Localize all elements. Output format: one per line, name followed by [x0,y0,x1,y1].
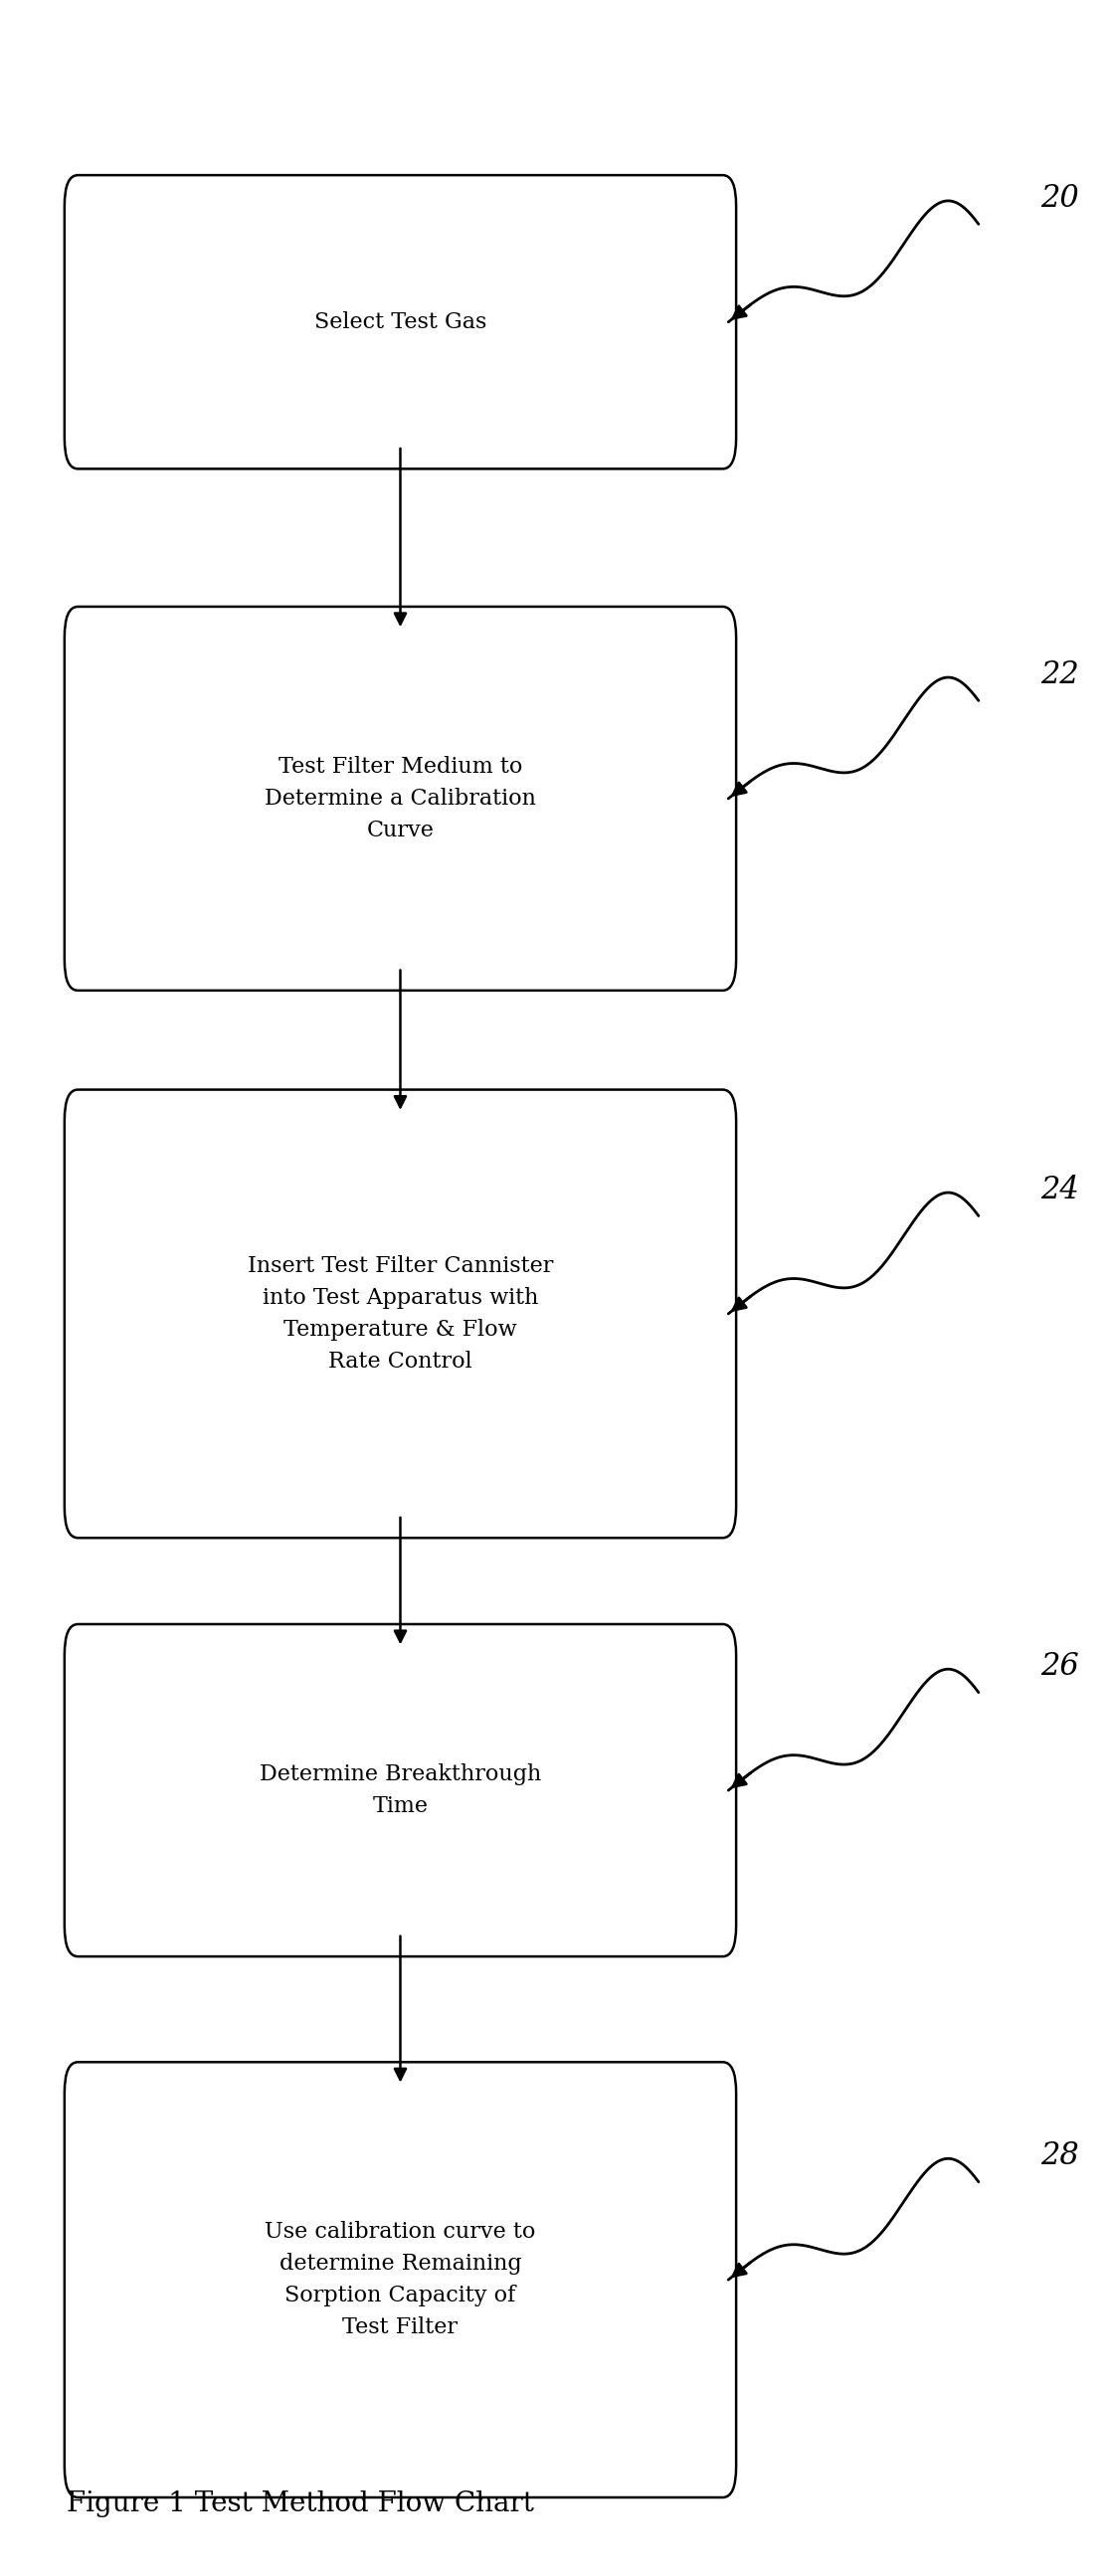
Text: Use calibration curve to
determine Remaining
Sorption Capacity of
Test Filter: Use calibration curve to determine Remai… [265,2221,536,2339]
Text: Select Test Gas: Select Test Gas [314,312,487,332]
FancyBboxPatch shape [64,2061,736,2499]
Text: 24: 24 [1040,1175,1079,1206]
Text: 20: 20 [1040,183,1079,214]
Text: Figure 1 Test Method Flow Chart: Figure 1 Test Method Flow Chart [67,2491,534,2517]
Text: Test Filter Medium to
Determine a Calibration
Curve: Test Filter Medium to Determine a Calibr… [265,755,536,842]
FancyBboxPatch shape [64,608,736,992]
Text: Determine Breakthrough
Time: Determine Breakthrough Time [259,1765,542,1816]
Text: 22: 22 [1040,659,1079,690]
Text: 26: 26 [1040,1651,1079,1682]
FancyBboxPatch shape [64,1625,736,1958]
Text: Insert Test Filter Cannister
into Test Apparatus with
Temperature & Flow
Rate Co: Insert Test Filter Cannister into Test A… [248,1255,553,1373]
FancyBboxPatch shape [64,1090,736,1538]
Text: 28: 28 [1040,2141,1079,2172]
FancyBboxPatch shape [64,175,736,469]
